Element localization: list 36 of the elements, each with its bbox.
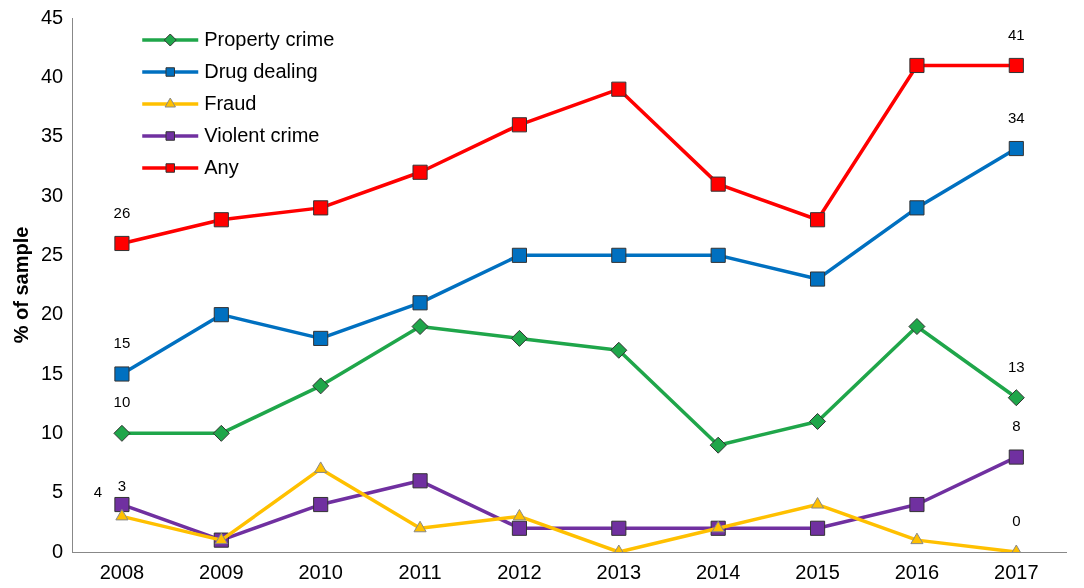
x-tick-label: 2017	[994, 560, 1039, 583]
x-tick-label: 2011	[398, 560, 442, 583]
data-label: 3	[117, 476, 127, 494]
y-tick-label: 5	[52, 480, 64, 503]
data-label: 8	[1012, 417, 1021, 435]
y-tick-label: 0	[52, 539, 64, 562]
data-label: 10	[113, 393, 131, 411]
data-label: 0	[1012, 512, 1021, 530]
y-tick-label: 20	[41, 302, 64, 325]
y-tick-label: 10	[41, 420, 64, 443]
y-tick-label: 40	[41, 64, 64, 87]
x-tick-label: 2016	[894, 560, 940, 583]
x-tick-label: 2008	[99, 560, 145, 583]
legend-label: Drug dealing	[204, 59, 318, 82]
x-tick-label: 2015	[795, 560, 840, 583]
data-label: 34	[1007, 108, 1025, 126]
y-tick-label: 30	[41, 183, 64, 206]
x-tick-label: 2013	[596, 560, 642, 583]
x-tick-label: 2009	[199, 560, 244, 583]
legend-label: Property crime	[204, 27, 335, 50]
y-tick-label: 45	[41, 5, 64, 28]
y-tick-label: 25	[41, 242, 64, 265]
data-label: 41	[1007, 25, 1025, 43]
data-label: 4	[93, 482, 103, 500]
data-label: 26	[113, 203, 131, 221]
x-tick-label: 2010	[298, 560, 343, 583]
data-label: 15	[113, 334, 131, 352]
y-tick-label: 15	[41, 361, 64, 384]
legend-label: Fraud	[204, 91, 257, 114]
data-label: 13	[1007, 357, 1025, 375]
legend-label: Violent crime	[204, 123, 320, 146]
y-tick-label: 35	[41, 124, 64, 147]
x-tick-label: 2012	[497, 560, 542, 583]
legend-label: Any	[204, 155, 239, 178]
y-axis-title: % of sample	[9, 226, 32, 344]
x-tick-label: 2014	[695, 560, 741, 583]
